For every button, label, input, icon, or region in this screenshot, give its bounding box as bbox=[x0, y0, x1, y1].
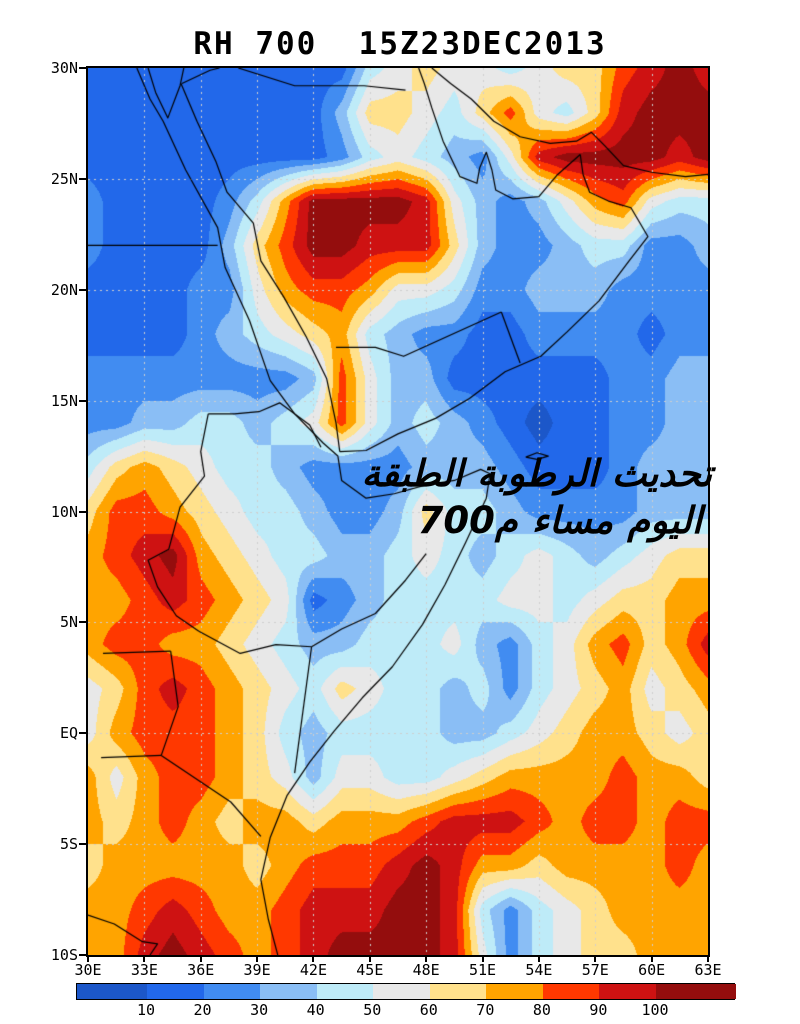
colorbar-tick-label: 80 bbox=[532, 1001, 551, 1019]
lat-tickmark bbox=[79, 288, 88, 291]
lat-tickmark bbox=[79, 621, 88, 624]
colorbar-segment bbox=[542, 984, 600, 999]
colorbar-tick-label: 90 bbox=[589, 1001, 608, 1019]
lon-tick-label: 48E bbox=[412, 961, 440, 979]
lon-tickmark bbox=[481, 955, 484, 962]
lat-tick-label: 5S bbox=[59, 835, 78, 854]
lon-tickmark bbox=[87, 955, 89, 962]
colorbar-segment bbox=[373, 984, 430, 999]
colorbar-tick-label: 40 bbox=[306, 1001, 325, 1019]
colorbar-segment bbox=[147, 984, 204, 999]
colorbar-segment bbox=[316, 984, 374, 999]
lat-tickmark bbox=[79, 399, 88, 402]
lat-tick-label: 5N bbox=[59, 613, 78, 632]
lon-tick-label: 33E bbox=[130, 961, 158, 979]
annotation-word: تحديث bbox=[611, 452, 712, 495]
lat-tickmark bbox=[79, 954, 88, 956]
arabic-annotation: الطبقة الرطوبة تحديث م700 مساء اليوم bbox=[361, 452, 712, 542]
lon-tickmark bbox=[368, 955, 371, 962]
lon-tickmark bbox=[312, 955, 315, 962]
colorbar-tick-label: 20 bbox=[193, 1001, 212, 1019]
lon-tick-label: 57E bbox=[581, 961, 609, 979]
annotation-word: الطبقة bbox=[361, 452, 464, 495]
lon-tickmark bbox=[425, 955, 428, 962]
lat-tickmark bbox=[79, 510, 88, 513]
lon-tick-label: 54E bbox=[525, 961, 553, 979]
lon-tickmark bbox=[537, 955, 540, 962]
lon-tick-label: 42E bbox=[299, 961, 327, 979]
colorbar-segment bbox=[656, 984, 736, 999]
lat-tickmark bbox=[79, 67, 88, 69]
lon-tick-label: 63E bbox=[694, 961, 722, 979]
lat-tick-label: 30N bbox=[50, 59, 78, 77]
colorbar-tick-label: 100 bbox=[641, 1001, 669, 1019]
colorbar-segment bbox=[429, 984, 487, 999]
lat-tickmark bbox=[79, 843, 88, 846]
colorbar-segment bbox=[77, 984, 147, 999]
lon-tickmark bbox=[143, 955, 146, 962]
annotation-line-1: الطبقة الرطوبة تحديث bbox=[361, 452, 712, 495]
lat-tick-label: 10N bbox=[50, 502, 78, 521]
lat-tick-label: EQ bbox=[59, 724, 78, 743]
colorbar-segment bbox=[599, 984, 656, 999]
colorbar-tick-label: 70 bbox=[476, 1001, 495, 1019]
chart-title: RH 700 15Z23DEC2013 bbox=[193, 26, 607, 62]
lat-tick-label: 20N bbox=[50, 280, 78, 299]
lat-tickmark bbox=[79, 177, 88, 180]
annotation-line-2: م700 مساء اليوم bbox=[418, 499, 712, 542]
annotation-word: م700 bbox=[417, 499, 518, 542]
lon-tickmark bbox=[256, 955, 259, 962]
lon-tickmark bbox=[594, 955, 597, 962]
colorbar-segment bbox=[260, 984, 317, 999]
annotation-word: مساء bbox=[531, 499, 614, 542]
annotation-word: اليوم bbox=[627, 499, 702, 542]
colorbar-tick-label: 30 bbox=[250, 1001, 269, 1019]
lon-tick-label: 39E bbox=[243, 961, 271, 979]
colorbar-segment bbox=[203, 984, 261, 999]
lon-tickmark bbox=[650, 955, 653, 962]
lon-tickmark bbox=[707, 955, 709, 962]
lat-tickmark bbox=[79, 732, 88, 735]
lon-tick-label: 51E bbox=[468, 961, 497, 979]
lat-tick-label: 25N bbox=[50, 169, 78, 188]
lon-tickmark bbox=[199, 955, 202, 962]
colorbar bbox=[76, 983, 736, 1000]
colorbar-tick-label: 50 bbox=[363, 1001, 382, 1019]
lat-tick-label: 15N bbox=[50, 391, 78, 410]
annotation-word: الرطوبة bbox=[477, 452, 598, 495]
lon-tick-label: 36E bbox=[187, 961, 215, 979]
rh-heatmap-canvas bbox=[88, 68, 708, 955]
colorbar-tick-label: 60 bbox=[419, 1001, 438, 1019]
colorbar-segment bbox=[486, 984, 543, 999]
lon-tick-label: 30E bbox=[74, 961, 102, 979]
lon-tick-label: 45E bbox=[356, 961, 384, 979]
lat-tick-label: 10S bbox=[50, 946, 78, 964]
lon-tick-label: 60E bbox=[638, 961, 666, 979]
colorbar-tick-label: 10 bbox=[136, 1001, 156, 1019]
